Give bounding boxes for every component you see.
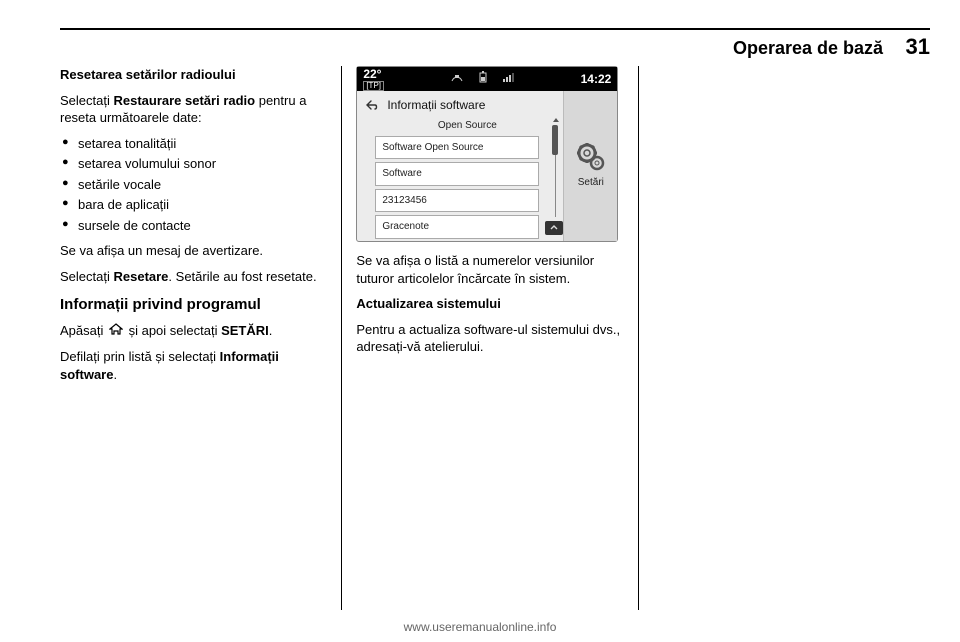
heading-update-system: Actualizarea sistemului [356,295,623,313]
device-topbar: 22° [TP] 14:22 [357,67,617,91]
signal-icon [502,71,514,88]
infotainment-screenshot: 22° [TP] 14:22 [356,66,618,242]
column-1: Resetarea setărilor radioului Selectați … [60,66,342,610]
column-3 [639,66,930,610]
device-tp-badge: [TP] [363,81,384,91]
scroll-thumb[interactable] [552,125,558,155]
reset-bullets: setarea tonalității setarea volumului so… [60,135,327,235]
bullet-item: setările vocale [60,176,327,194]
para-update-workshop: Pentru a actualiza software-ul sistemulu… [356,321,623,356]
para-select-restore: Selectați Restaurare setări radio pentru… [60,92,327,127]
chapter-title: Operarea de bază [733,38,883,58]
device-scrollbar[interactable] [551,117,561,237]
device-temperature: 22° [363,68,384,80]
page-number: 31 [906,34,930,59]
column-2: 22° [TP] 14:22 [342,66,638,610]
home-icon [109,322,123,340]
gear-icon [576,142,606,172]
heading-reset-radio: Resetarea setărilor radioului [60,66,327,84]
device-screen-title: Informații software [387,97,485,113]
device-list-item[interactable]: Gracenote [375,215,539,239]
device-list-item[interactable]: 23123456 [375,189,539,213]
para-warning: Se va afișa un mesaj de avertizare. [60,242,327,260]
satellite-icon [450,71,464,88]
para-press-home: Apăsați și apoi selectați SETĂRI. [60,322,327,340]
scroll-down-icon[interactable] [545,221,563,235]
back-icon[interactable] [363,97,381,113]
battery-icon [478,71,488,88]
footer-source-link: www.useremanualonline.info [0,620,960,634]
device-list-item[interactable]: Software [375,162,539,186]
para-version-list: Se va afișa o listă a numerelor versiuni… [356,252,623,287]
scroll-up-icon[interactable] [551,115,561,125]
device-list-header: Open Source [375,117,559,136]
para-scroll-select: Defilați prin listă și selectați Informa… [60,348,327,383]
heading-software-info: Informații privind programul [60,295,327,315]
device-side-panel[interactable]: Setări [563,91,617,241]
para-reset-done: Selectați Resetare. Setările au fost res… [60,268,327,286]
device-list-item[interactable]: Software Open Source [375,136,539,160]
bullet-item: setarea tonalității [60,135,327,153]
bullet-item: bara de aplicații [60,196,327,214]
device-side-label: Setări [578,176,604,190]
bullet-item: sursele de contacte [60,217,327,235]
device-clock: 14:22 [581,71,612,87]
bullet-item: setarea volumului sonor [60,155,327,173]
